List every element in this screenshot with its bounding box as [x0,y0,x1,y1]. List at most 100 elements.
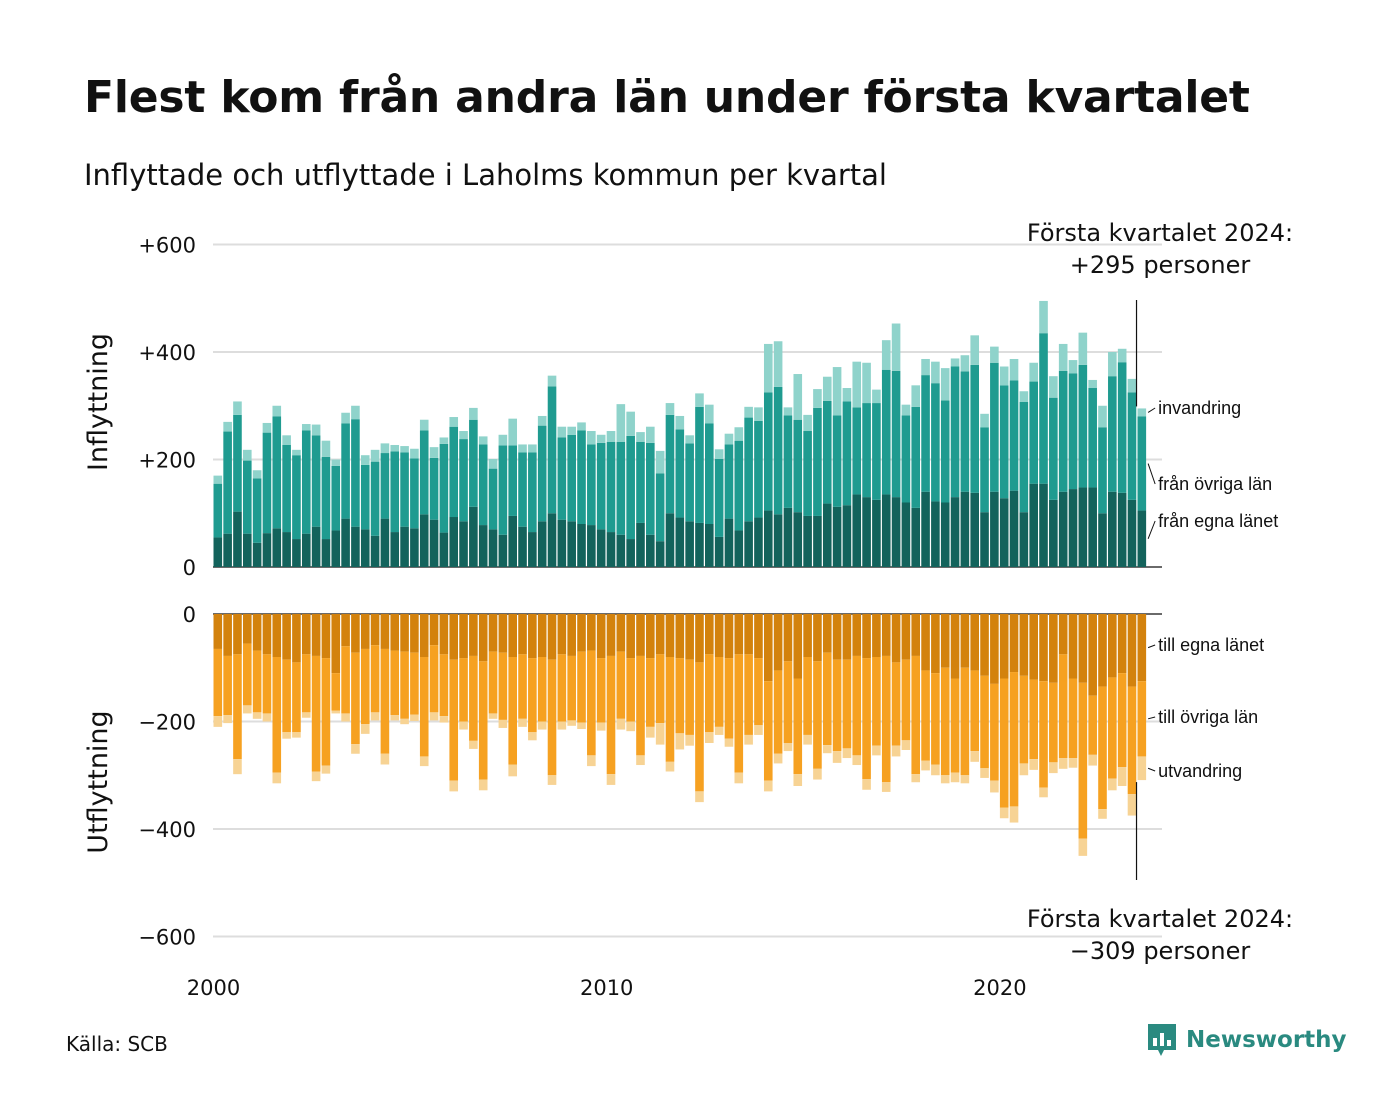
inflow-bar-0 [341,518,350,567]
inflow-bar-2 [1117,348,1127,363]
inflow-bar-2 [685,435,694,444]
inflow-bar-1 [990,362,999,492]
outflow-bar-0 [488,614,498,652]
inflow-bar-2 [567,426,576,435]
outflow-bar-1 [616,651,626,719]
inflow-bar-1 [233,414,242,512]
outflow-bar-2 [626,721,635,732]
inflow-bar-0 [960,491,970,567]
outflow-bar-2 [390,715,400,721]
outflow-bar-0 [400,614,409,652]
inflow-bar-1 [675,429,685,518]
inflow-bar-0 [518,526,527,567]
inflow-bar-2 [360,455,370,465]
outflow-bar-0 [999,614,1009,679]
inflow-bar-1 [999,385,1009,499]
outflow-bar-2 [636,755,645,766]
outflow-bar-0 [567,614,576,656]
inflow-bar-2 [872,389,881,404]
inflow-bar-2 [754,407,763,421]
outflow-bar-2 [862,779,871,790]
inflow-bar-0 [842,505,852,567]
inflow-bar-1 [685,443,694,522]
inflow-bar-0 [292,539,301,567]
outflow-bar-1 [577,651,586,723]
outflow-bar-0 [891,614,901,663]
outflow-bar-0 [292,614,301,663]
inflow-bar-1 [469,419,478,507]
outflow-bar-0 [1029,614,1038,680]
inflow-bar-0 [901,502,911,567]
inflow-bar-2 [282,435,291,445]
outflow-bar-1 [813,661,822,769]
inflow-bar-2 [960,355,970,372]
inflow-bar-2 [616,404,626,442]
inflow-bar-0 [439,532,449,567]
outflow-bar-1 [439,654,449,717]
outflow-bar-2 [449,780,459,792]
outflow-bar-1 [931,673,940,765]
outflow-bar-1 [262,654,272,714]
outflow-bar-2 [459,721,468,730]
outflow-bar-2 [1108,778,1117,791]
outflow-bar-1 [655,654,665,724]
outflow-bar-2 [488,713,498,719]
x-tick-label: 2020 [973,976,1026,1000]
outflow-bar-0 [596,614,606,659]
inflow-bar-1 [262,432,272,534]
outflow-bar-1 [646,658,655,727]
inflow-bar-0 [262,533,272,567]
inflow-bar-2 [370,449,380,462]
inflow-bar-0 [1137,510,1147,567]
outflow-bar-1 [351,652,360,745]
inflow-bar-2 [734,427,744,441]
inflow-bar-2 [655,450,665,474]
inflow-bar-2 [793,374,803,420]
inflow-bar-0 [528,532,537,567]
outflow-bar-2 [1009,806,1019,823]
outflow-bar-2 [714,726,724,735]
outflow-bar-0 [1117,614,1127,674]
inflow-bar-2 [439,437,449,444]
outflow-bar-0 [724,614,734,659]
outflow-bar-2 [1058,758,1068,769]
inflow-bar-0 [380,518,390,567]
outflow-bar-2 [478,779,488,791]
inflow-bar-0 [852,494,862,567]
inflow-bar-0 [547,513,557,567]
inflow-bar-1 [321,456,331,540]
outflow-bar-1 [557,654,567,722]
inflow-bar-2 [301,424,311,431]
outflow-bar-2 [1098,809,1107,819]
outflow-bar-0 [960,614,970,668]
outflow-bar-1 [990,683,999,781]
outflow-bar-0 [321,614,331,659]
outflow-bar-1 [321,658,331,766]
inflow-bar-0 [763,510,773,567]
inflow-bar-0 [881,494,891,567]
inflow-bar-0 [252,542,262,567]
inflow-bar-0 [321,539,331,567]
inflow-bar-1 [950,366,960,498]
outflow-bar-0 [980,614,989,676]
inflow-bar-0 [469,506,478,567]
inflow-bar-2 [852,361,862,408]
outflow-bar-2 [931,764,940,776]
inflow-bar-1 [508,445,517,516]
outflow-bar-0 [242,614,252,644]
inflow-bar-2 [331,459,341,466]
inflow-bar-0 [1039,483,1048,567]
inflow-bar-2 [252,470,262,479]
label-utvandring-leader [1147,767,1156,772]
inflow-bar-1 [940,400,950,503]
outflow-bar-1 [1078,682,1088,839]
outflow-bar-1 [1029,679,1038,760]
inflow-bar-2 [311,424,321,436]
inflow-bar-0 [1029,483,1038,567]
outflow-bar-2 [1127,794,1137,816]
inflow-bar-0 [449,517,459,567]
inflow-bar-2 [705,404,714,424]
outflow-bar-1 [1098,686,1107,810]
inflow-bar-2 [822,376,832,401]
outflow-bar-2 [842,748,852,759]
